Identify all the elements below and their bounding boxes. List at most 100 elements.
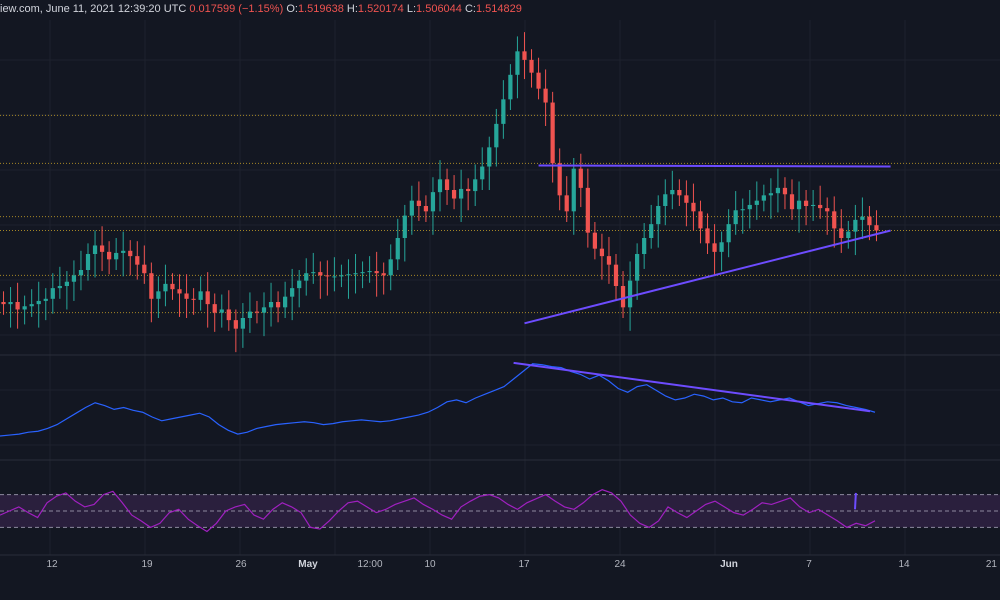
- candle-body: [297, 280, 302, 289]
- candle: [339, 264, 344, 288]
- candle-body: [36, 300, 41, 305]
- indicator-line: [0, 363, 876, 437]
- candle-body: [564, 195, 569, 212]
- candle: [550, 91, 555, 183]
- trendline: [538, 164, 891, 168]
- candle: [360, 261, 365, 289]
- candle-body: [867, 216, 872, 226]
- candle-body: [275, 302, 281, 308]
- candle-body: [557, 163, 562, 196]
- candle: [36, 281, 41, 328]
- x-axis-tick-label: 7: [806, 559, 812, 570]
- candle-body: [627, 280, 633, 308]
- candle-body: [487, 147, 492, 167]
- candle: [733, 191, 738, 235]
- candle-body: [663, 194, 668, 206]
- candle: [459, 169, 464, 222]
- candle: [466, 178, 471, 211]
- candle: [796, 181, 802, 233]
- candle: [198, 276, 203, 311]
- candle: [1, 291, 6, 315]
- candle: [656, 195, 661, 248]
- candle: [437, 160, 443, 212]
- candle-body: [135, 256, 140, 265]
- candle-body: [543, 88, 548, 103]
- candle: [22, 295, 27, 325]
- candle: [254, 300, 260, 324]
- candle: [663, 179, 668, 226]
- x-axis-tick-label: 12:00: [357, 559, 382, 570]
- candle: [205, 272, 210, 328]
- panel-separators: [0, 354, 1000, 556]
- candle: [473, 164, 478, 206]
- candle-body: [402, 215, 407, 238]
- candle: [768, 178, 773, 219]
- candle-body: [726, 224, 731, 243]
- candle-body: [360, 272, 365, 274]
- candle: [50, 273, 55, 314]
- candle-body: [515, 51, 520, 75]
- candle-body: [684, 195, 689, 203]
- candle-body: [423, 206, 429, 212]
- candle: [283, 281, 288, 318]
- candle-body: [459, 188, 464, 199]
- candle-body: [99, 245, 105, 252]
- header-low-value: 1.506044: [416, 3, 462, 15]
- candle: [529, 49, 534, 88]
- candle-body: [550, 102, 555, 164]
- indicator-trendline: [513, 361, 871, 413]
- candle-body: [494, 123, 499, 148]
- candle-body: [536, 72, 541, 89]
- x-axis: 12 19 26 May 12:00 10 17 24 Jun 7 14 21: [46, 559, 997, 570]
- candle-body: [853, 219, 858, 232]
- header-close-value: 1.514829: [475, 3, 522, 15]
- candle-body: [754, 200, 759, 205]
- header-source: iew.com, June 11, 2021 12:39:20 UTC: [0, 3, 187, 15]
- candle-body: [874, 225, 879, 231]
- candle: [494, 108, 499, 167]
- candle-body: [437, 179, 443, 193]
- candle: [684, 180, 689, 227]
- header-high-label: H:: [346, 3, 358, 15]
- header-low-label: L:: [406, 3, 417, 15]
- candle: [508, 64, 513, 110]
- candle-body: [761, 195, 766, 201]
- candle: [712, 224, 717, 276]
- candle: [353, 254, 358, 294]
- header-open-label: O:: [286, 3, 298, 15]
- candle: [782, 177, 788, 210]
- candle: [128, 240, 133, 276]
- candle: [839, 209, 844, 253]
- candle: [818, 185, 823, 219]
- rsi-panel: [0, 489, 1000, 533]
- candle: [416, 181, 421, 221]
- candle: [775, 168, 781, 213]
- candle-body: [677, 190, 682, 196]
- candle-body: [121, 250, 126, 253]
- candle: [92, 230, 98, 278]
- candle-body: [85, 254, 91, 270]
- candle: [388, 244, 393, 291]
- candle: [846, 220, 851, 249]
- candle-body: [395, 238, 400, 260]
- candle: [57, 266, 62, 299]
- candle: [726, 209, 731, 258]
- candle: [740, 198, 745, 234]
- candlesticks: [1, 32, 879, 353]
- x-axis-tick-label: 17: [518, 559, 530, 570]
- candle-body: [339, 275, 344, 277]
- candle-body: [8, 302, 13, 305]
- candle: [536, 57, 541, 100]
- x-axis-tick-label: 19: [141, 559, 153, 570]
- candle-body: [71, 275, 77, 282]
- candle: [247, 292, 253, 333]
- candle: [297, 270, 302, 308]
- candle-body: [712, 243, 717, 252]
- candle-body: [501, 99, 506, 124]
- candle: [825, 197, 830, 235]
- candle-body: [480, 166, 485, 180]
- candle-body: [92, 245, 98, 254]
- candle-body: [29, 304, 34, 307]
- candle: [642, 223, 647, 269]
